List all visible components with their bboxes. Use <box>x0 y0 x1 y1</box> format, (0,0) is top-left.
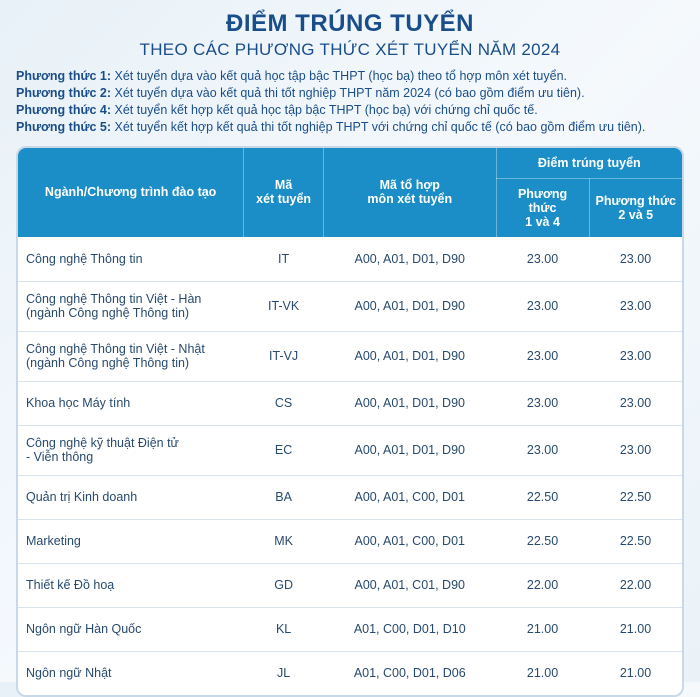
col-program: Ngành/Chương trình đào tạo <box>18 148 244 238</box>
cell-combo: A00, A01, D01, D90 <box>323 281 496 331</box>
method-line: Phương thức 2: Xét tuyển dựa vào kết quả… <box>16 85 684 102</box>
cell-score-b: 21.00 <box>589 607 682 651</box>
methods-list: Phương thức 1: Xét tuyển dựa vào kết quả… <box>16 68 684 136</box>
method-label: Phương thức 5: <box>16 120 111 134</box>
cell-code: EC <box>244 425 324 475</box>
cell-score-b: 23.00 <box>589 331 682 381</box>
col-score-group: Điểm trúng tuyển <box>496 148 682 179</box>
cell-program: Thiết kế Đồ hoạ <box>18 563 244 607</box>
cell-program: Ngôn ngữ Hàn Quốc <box>18 607 244 651</box>
cell-score-b: 23.00 <box>589 425 682 475</box>
method-text: Xét tuyển kết hợp kết quả học tập bậc TH… <box>111 103 538 117</box>
method-text: Xét tuyển dựa vào kết quả thi tốt nghiệp… <box>111 86 585 100</box>
cell-score-b: 22.50 <box>589 475 682 519</box>
cell-combo: A00, A01, C00, D01 <box>323 519 496 563</box>
cell-code: KL <box>244 607 324 651</box>
cell-score-a: 21.00 <box>496 651 589 695</box>
cell-program: Khoa học Máy tính <box>18 381 244 425</box>
table-head: Ngành/Chương trình đào tạo Mãxét tuyển M… <box>18 148 682 238</box>
title-main: ĐIỂM TRÚNG TUYỂN <box>16 10 684 38</box>
method-label: Phương thức 2: <box>16 86 111 100</box>
method-line: Phương thức 4: Xét tuyển kết hợp kết quả… <box>16 102 684 119</box>
method-label: Phương thức 4: <box>16 103 111 117</box>
cell-score-b: 23.00 <box>589 381 682 425</box>
table-row: Công nghệ Thông tin Việt - Hàn(ngành Côn… <box>18 281 682 331</box>
cell-code: JL <box>244 651 324 695</box>
table-row: Công nghệ Thông tinITA00, A01, D01, D902… <box>18 237 682 281</box>
table-row: Thiết kế Đồ hoạGDA00, A01, C01, D9022.00… <box>18 563 682 607</box>
cell-combo: A01, C00, D01, D10 <box>323 607 496 651</box>
cell-score-a: 23.00 <box>496 381 589 425</box>
col-score-b: Phương thức2 và 5 <box>589 178 682 237</box>
cell-score-a: 23.00 <box>496 425 589 475</box>
table-body: Công nghệ Thông tinITA00, A01, D01, D902… <box>18 237 682 695</box>
cell-score-b: 23.00 <box>589 281 682 331</box>
cell-code: CS <box>244 381 324 425</box>
cell-combo: A00, A01, C00, D01 <box>323 475 496 519</box>
table-row: Ngôn ngữ Hàn QuốcKLA01, C00, D01, D1021.… <box>18 607 682 651</box>
cell-score-a: 22.00 <box>496 563 589 607</box>
method-line: Phương thức 1: Xét tuyển dựa vào kết quả… <box>16 68 684 85</box>
cell-code: MK <box>244 519 324 563</box>
col-combo: Mã tổ hợpmôn xét tuyển <box>323 148 496 238</box>
cell-combo: A00, A01, D01, D90 <box>323 381 496 425</box>
cell-score-a: 22.50 <box>496 475 589 519</box>
cell-code: IT-VK <box>244 281 324 331</box>
method-line: Phương thức 5: Xét tuyển kết hợp kết quả… <box>16 119 684 136</box>
cell-score-b: 22.00 <box>589 563 682 607</box>
cell-code: GD <box>244 563 324 607</box>
cell-combo: A00, A01, D01, D90 <box>323 237 496 281</box>
cell-code: IT-VJ <box>244 331 324 381</box>
score-table-wrap: Ngành/Chương trình đào tạo Mãxét tuyển M… <box>16 146 684 697</box>
method-text: Xét tuyển kết hợp kết quả thi tốt nghiệp… <box>111 120 645 134</box>
cell-score-a: 23.00 <box>496 281 589 331</box>
table-row: Công nghệ kỹ thuật Điện tử- Viễn thôngEC… <box>18 425 682 475</box>
cell-combo: A00, A01, D01, D90 <box>323 425 496 475</box>
cell-score-b: 23.00 <box>589 237 682 281</box>
cell-program: Công nghệ Thông tin Việt - Hàn(ngành Côn… <box>18 281 244 331</box>
table-row: MarketingMKA00, A01, C00, D0122.5022.50 <box>18 519 682 563</box>
cell-score-a: 23.00 <box>496 237 589 281</box>
cell-program: Marketing <box>18 519 244 563</box>
method-label: Phương thức 1: <box>16 69 111 83</box>
cell-code: IT <box>244 237 324 281</box>
score-table: Ngành/Chương trình đào tạo Mãxét tuyển M… <box>18 148 682 696</box>
cell-program: Công nghệ Thông tin <box>18 237 244 281</box>
title-sub: THEO CÁC PHƯƠNG THỨC XÉT TUYỂN NĂM 2024 <box>16 40 684 60</box>
table-row: Công nghệ Thông tin Việt - Nhật(ngành Cô… <box>18 331 682 381</box>
table-row: Khoa học Máy tínhCSA00, A01, D01, D9023.… <box>18 381 682 425</box>
cell-program: Quản trị Kinh doanh <box>18 475 244 519</box>
cell-program: Công nghệ Thông tin Việt - Nhật(ngành Cô… <box>18 331 244 381</box>
cell-program: Ngôn ngữ Nhật <box>18 651 244 695</box>
cell-score-a: 22.50 <box>496 519 589 563</box>
table-row: Ngôn ngữ NhậtJLA01, C00, D01, D0621.0021… <box>18 651 682 695</box>
title-block: ĐIỂM TRÚNG TUYỂN THEO CÁC PHƯƠNG THỨC XÉ… <box>16 10 684 60</box>
cell-combo: A00, A01, C01, D90 <box>323 563 496 607</box>
cell-combo: A00, A01, D01, D90 <box>323 331 496 381</box>
col-code: Mãxét tuyển <box>244 148 324 238</box>
cell-combo: A01, C00, D01, D06 <box>323 651 496 695</box>
cell-score-a: 21.00 <box>496 607 589 651</box>
cell-program: Công nghệ kỹ thuật Điện tử- Viễn thông <box>18 425 244 475</box>
cell-score-b: 22.50 <box>589 519 682 563</box>
method-text: Xét tuyển dựa vào kết quả học tập bậc TH… <box>111 69 567 83</box>
cell-score-a: 23.00 <box>496 331 589 381</box>
col-score-a: Phương thức1 và 4 <box>496 178 589 237</box>
table-row: Quản trị Kinh doanhBAA00, A01, C00, D012… <box>18 475 682 519</box>
cell-code: BA <box>244 475 324 519</box>
cell-score-b: 21.00 <box>589 651 682 695</box>
